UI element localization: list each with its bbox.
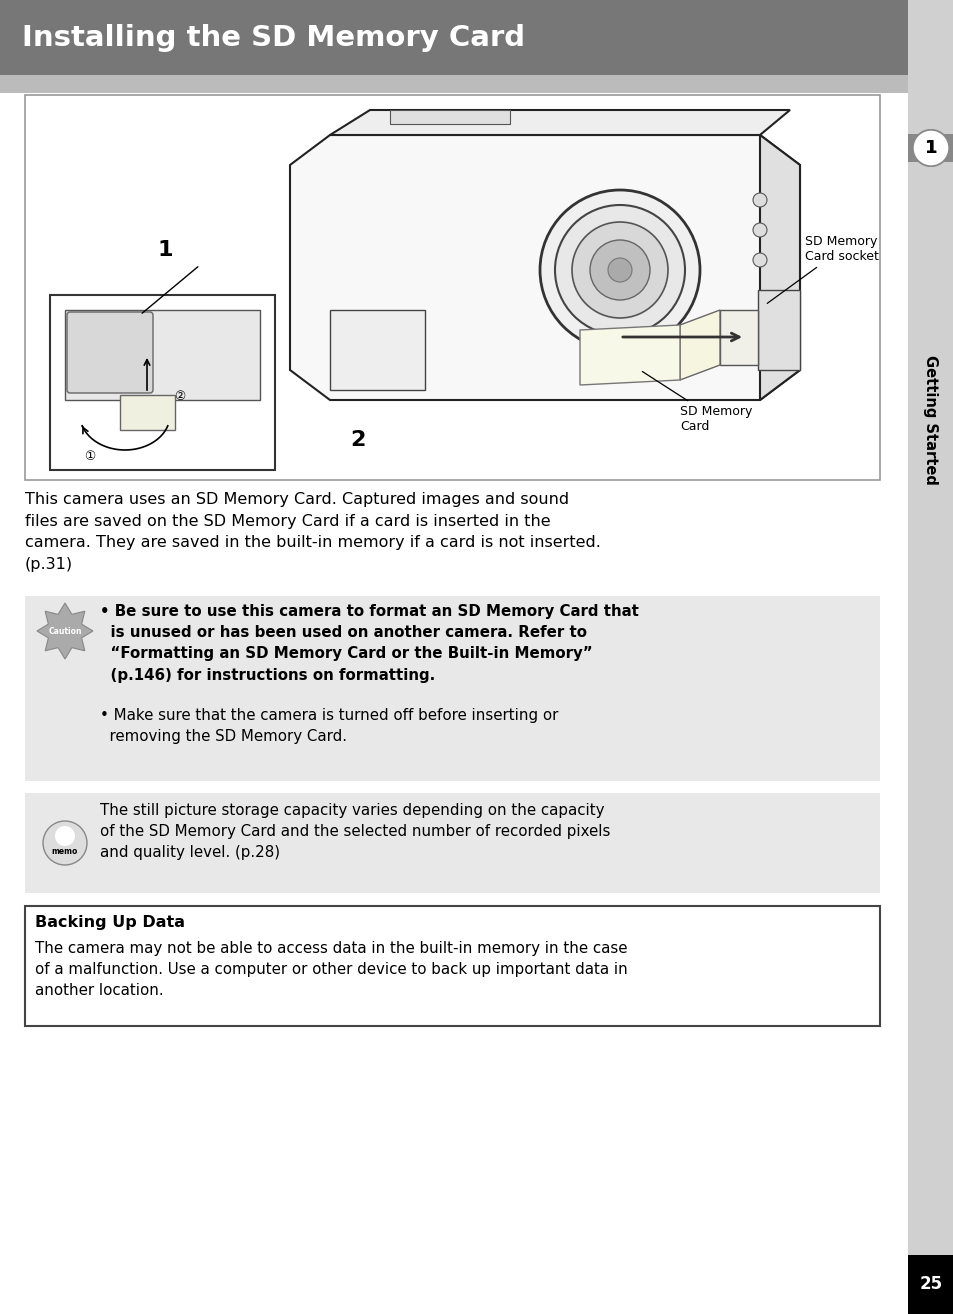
FancyBboxPatch shape [67,311,152,393]
Bar [25,597,879,781]
Text: 1: 1 [923,139,936,156]
Text: SD Memory
Card: SD Memory Card [641,372,752,434]
Bar [0,0,907,75]
Bar [907,1255,953,1314]
Bar [390,110,510,124]
Text: 1: 1 [923,139,936,156]
Bar [25,794,879,894]
Text: ①: ① [84,449,95,463]
Text: 1: 1 [157,240,172,260]
Circle shape [55,827,75,846]
Bar [330,310,424,390]
Bar [907,0,953,1314]
Circle shape [43,821,87,865]
Circle shape [912,130,948,166]
Polygon shape [720,310,758,365]
Bar [0,75,907,93]
Polygon shape [579,325,679,385]
Bar [907,134,953,162]
Text: Caution: Caution [49,627,82,636]
Text: 2: 2 [350,430,365,449]
Polygon shape [679,310,720,380]
Text: SD Memory
Card socket: SD Memory Card socket [766,235,878,304]
Text: The still picture storage capacity varies depending on the capacity
of the SD Me: The still picture storage capacity varie… [100,803,610,861]
Circle shape [607,258,631,283]
Polygon shape [760,135,800,399]
Polygon shape [330,110,789,135]
Text: Backing Up Data: Backing Up Data [35,915,185,930]
Text: This camera uses an SD Memory Card. Captured images and sound
files are saved on: This camera uses an SD Memory Card. Capt… [25,491,600,572]
Text: Installing the SD Memory Card: Installing the SD Memory Card [22,24,524,51]
Text: memo: memo [51,846,78,855]
Circle shape [912,130,948,166]
Text: ②: ② [174,390,186,403]
Bar [120,396,174,430]
Bar [65,310,260,399]
Text: • Make sure that the camera is turned off before inserting or
  removing the SD : • Make sure that the camera is turned of… [100,708,558,744]
Circle shape [539,191,700,350]
Polygon shape [37,603,92,660]
Text: 25: 25 [919,1275,942,1293]
Bar [50,296,274,470]
Circle shape [572,222,667,318]
Circle shape [752,193,766,208]
Text: The camera may not be able to access data in the built-in memory in the case
of : The camera may not be able to access dat… [35,941,627,999]
Polygon shape [290,135,800,399]
Text: • Be sure to use this camera to format an SD Memory Card that
  is unused or has: • Be sure to use this camera to format a… [100,604,639,683]
Circle shape [752,254,766,267]
Circle shape [589,240,649,300]
Bar [25,905,879,1026]
Circle shape [555,205,684,335]
Bar [758,290,800,371]
Text: Getting Started: Getting Started [923,355,938,485]
Bar [25,95,879,480]
Circle shape [752,223,766,237]
